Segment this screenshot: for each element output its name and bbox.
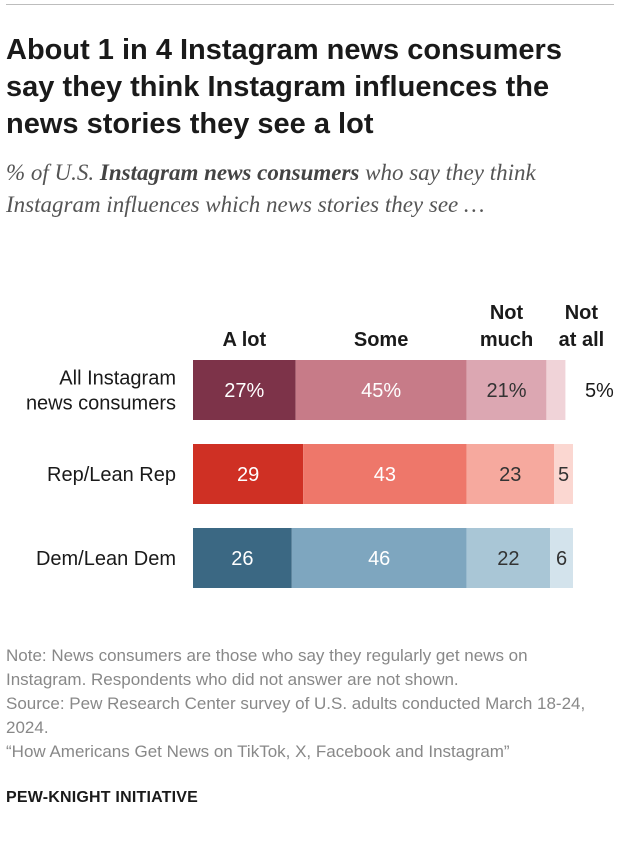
data-label: 43 bbox=[374, 464, 396, 486]
note-text: Note: News consumers are those who say t… bbox=[6, 646, 528, 689]
series-header-not-at-all: Not bbox=[565, 302, 599, 324]
bar-segment-some bbox=[303, 444, 467, 504]
data-label: 46 bbox=[368, 548, 390, 570]
category-label: Dem/Lean Dem bbox=[36, 548, 176, 570]
data-label: 23 bbox=[499, 464, 521, 486]
bar-segment-a-lot bbox=[193, 528, 292, 588]
bar-segment-not-at-all bbox=[550, 528, 573, 588]
category-label: Rep/Lean Rep bbox=[47, 464, 176, 486]
category-label: All Instagram bbox=[59, 368, 176, 390]
bar-segment-not-much bbox=[466, 528, 551, 588]
data-label: 6 bbox=[556, 548, 567, 570]
report-title: “How Americans Get News on TikTok, X, Fa… bbox=[6, 742, 510, 761]
subtitle-suffix: who say they think Instagram influences … bbox=[6, 160, 536, 217]
bar-segment-not-at-all bbox=[554, 444, 573, 504]
data-label: 5 bbox=[558, 464, 569, 486]
bar-segment-not-at-all bbox=[546, 360, 566, 420]
bar-segment-not-much bbox=[466, 444, 554, 504]
series-header-some: Some bbox=[354, 329, 408, 351]
top-rule bbox=[6, 4, 614, 5]
series-header-not-much: much bbox=[480, 329, 533, 351]
data-label: 5% bbox=[585, 380, 614, 402]
bar-segment-a-lot bbox=[193, 360, 296, 420]
subtitle-emphasis: Instagram news consumers bbox=[99, 160, 360, 185]
bar-segment-some bbox=[291, 528, 467, 588]
chart-title: About 1 in 4 Instagram news consumers sa… bbox=[6, 34, 562, 140]
stacked-bar-chart: A lot Some Not much Not at all All Instagram ne… bbox=[26, 302, 614, 588]
bar-segment-some bbox=[295, 360, 467, 420]
chart-subtitle: % of U.S. Instagram news consumers who s… bbox=[6, 157, 606, 221]
data-label: 22 bbox=[497, 548, 519, 570]
series-header-not-at-all: at all bbox=[559, 329, 605, 351]
category-label: news consumers bbox=[26, 393, 176, 415]
subtitle-prefix: % of U.S. bbox=[6, 160, 100, 185]
data-label: 29 bbox=[237, 464, 259, 486]
brand-label: PEW-KNIGHT INITIATIVE bbox=[6, 789, 199, 806]
data-label: 45% bbox=[361, 380, 401, 402]
data-label: 21% bbox=[486, 380, 526, 402]
data-label: 26 bbox=[231, 548, 253, 570]
series-header-a-lot: A lot bbox=[222, 329, 266, 351]
source-text: Source: Pew Research Center survey of U.… bbox=[6, 694, 586, 737]
bar-segment-a-lot bbox=[193, 444, 304, 504]
chart-notes: Note: News consumers are those who say t… bbox=[6, 644, 611, 764]
series-header-not-much: Not bbox=[490, 302, 524, 324]
data-label: 27% bbox=[224, 380, 264, 402]
bar-segment-not-much bbox=[466, 360, 547, 420]
